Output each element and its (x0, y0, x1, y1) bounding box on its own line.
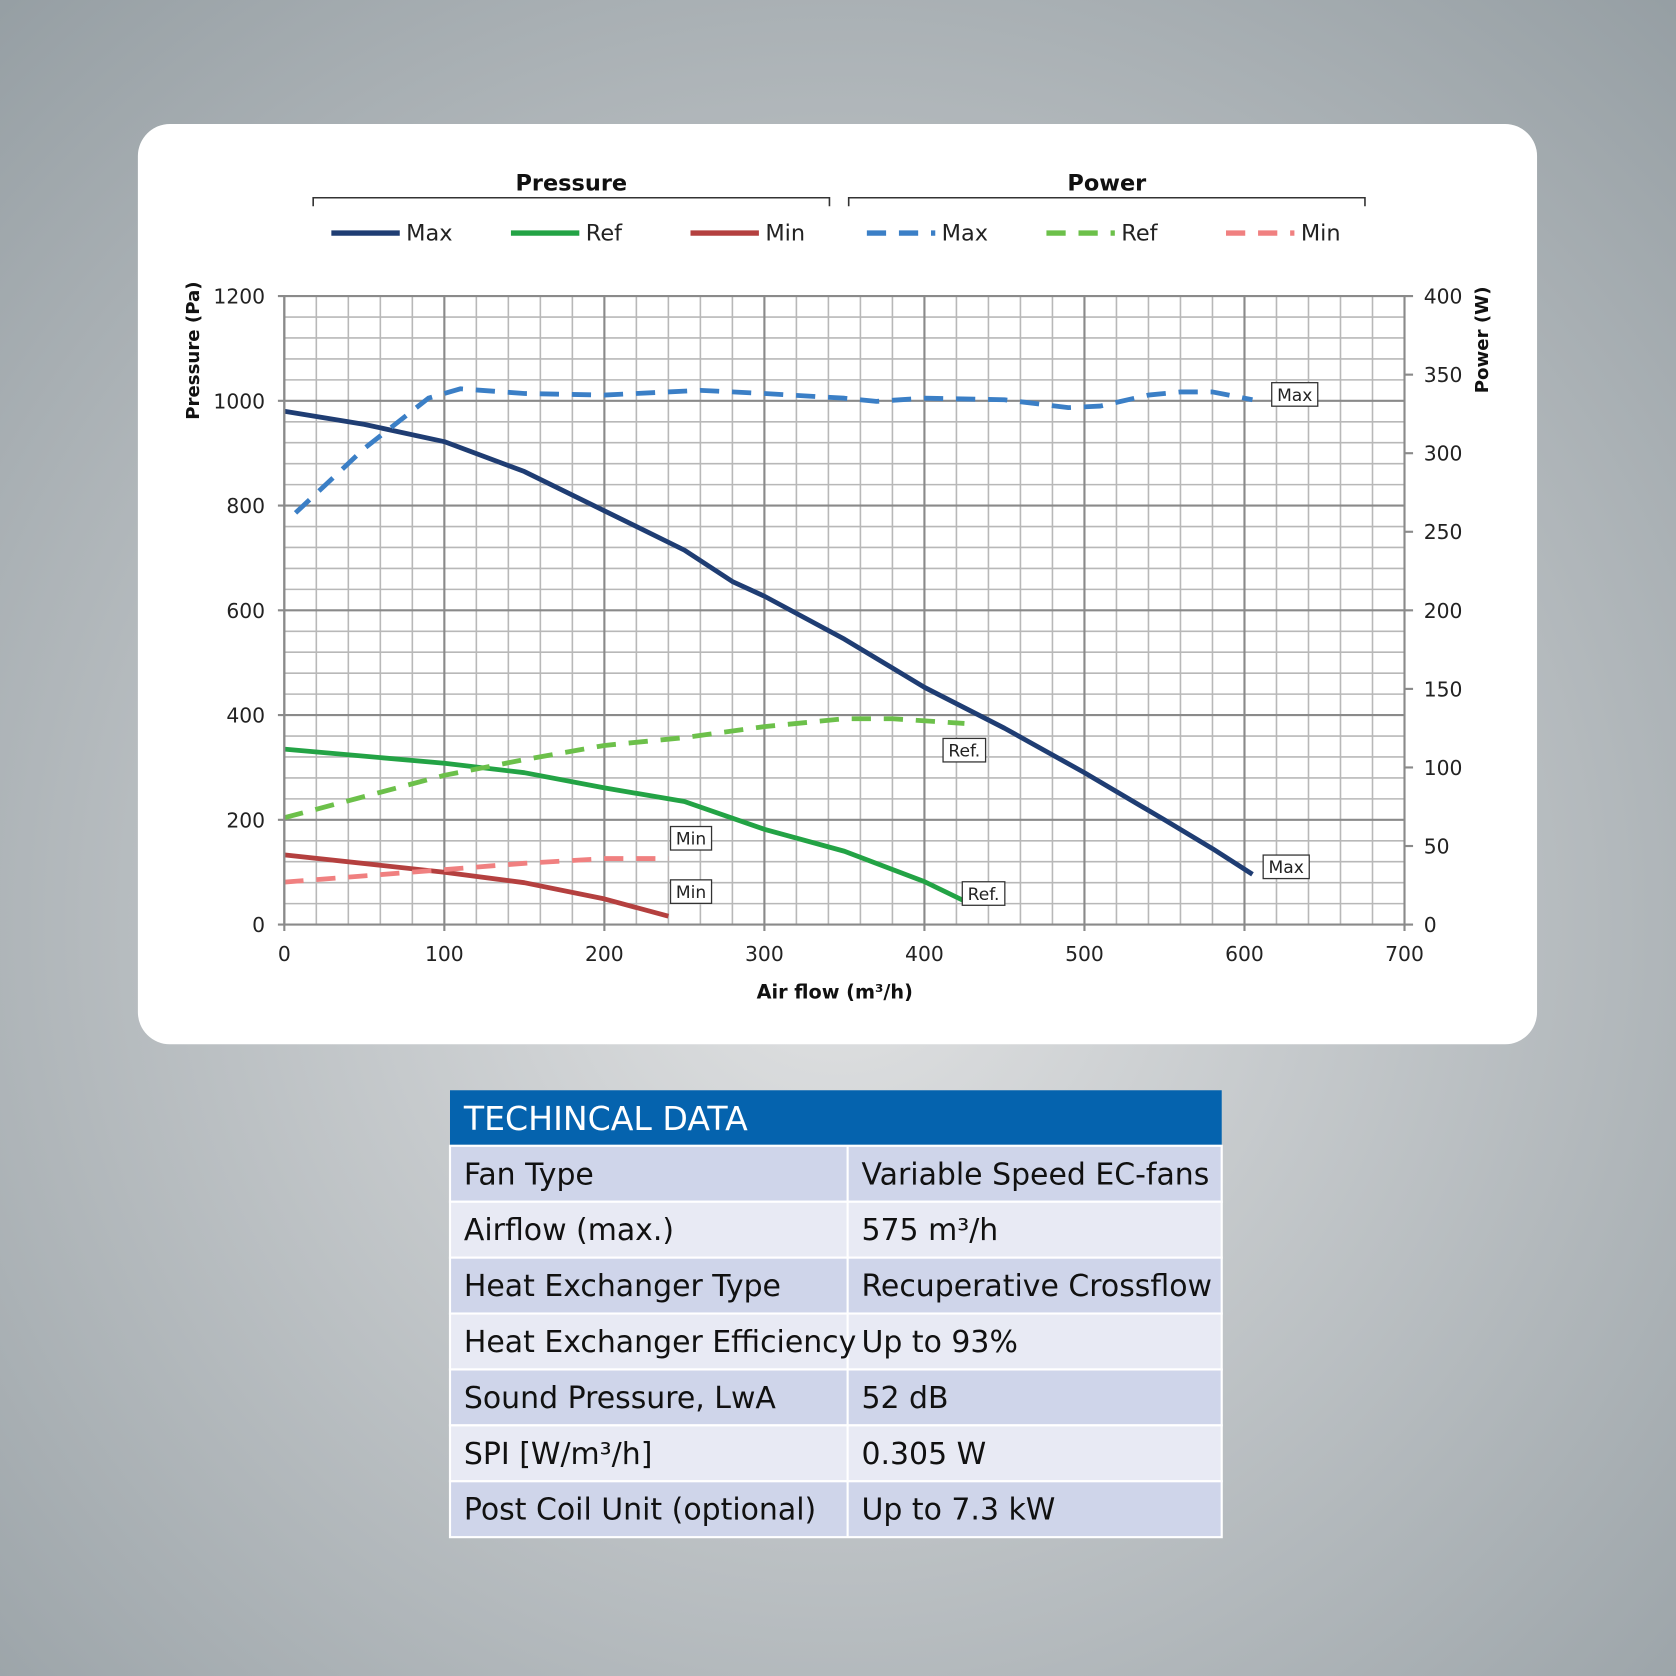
end-label: Max (1269, 858, 1304, 878)
x-tick-label: 500 (1065, 942, 1104, 966)
legend-label: Min (765, 220, 805, 246)
table-cell: 0.305 W (862, 1437, 987, 1472)
y-tick-label: 400 (226, 704, 265, 728)
legend-label: Ref (1121, 220, 1158, 246)
chart: 0 100 200 300 400 500 600 700020040060080010001… (183, 170, 1493, 1003)
x-tick-label: 200 (585, 942, 624, 966)
end-label: Max (1277, 386, 1312, 406)
end-label-box (669, 879, 713, 905)
table-row (448, 1312, 1223, 1371)
table-cell: Airflow (max.) (464, 1213, 674, 1248)
legend-label: Min (1301, 220, 1341, 246)
legend-label: Max (406, 220, 452, 246)
table-cell: 52 dB (862, 1381, 949, 1416)
table-row (448, 1368, 1223, 1427)
table-cell: 575 m³/h (862, 1213, 999, 1248)
table-row (448, 1256, 1223, 1315)
end-label: Ref. (968, 885, 1000, 905)
x-axis-title: Air flow (m³/h) (757, 980, 913, 1003)
y2-tick-label: 300 (1424, 442, 1463, 466)
end-label: Min (676, 883, 706, 903)
table-title: TECHINCAL DATA (463, 1099, 748, 1138)
series-line (284, 856, 669, 885)
table-cell: Up to 93% (862, 1325, 1018, 1360)
end-label: Ref. (948, 742, 980, 762)
table-cell: Post Coil Unit (optional) (464, 1493, 816, 1528)
y2-tick-label: 50 (1424, 834, 1450, 858)
table-cell: Sound Pressure, LwA (464, 1381, 777, 1416)
table-cell: Heat Exchanger Efficiency (464, 1325, 856, 1360)
series-line (283, 408, 1254, 877)
y2-tick-label: 150 (1424, 677, 1463, 701)
end-label-box (942, 737, 987, 763)
table-row (448, 1424, 1223, 1483)
table-row (448, 1480, 1223, 1539)
y-tick-label: 1200 (213, 285, 265, 309)
y2-axis-title: Power (W) (1472, 287, 1493, 394)
y-tick-label: 600 (226, 599, 265, 623)
end-label-box (669, 825, 713, 851)
y-tick-label: 0 (252, 913, 265, 937)
y2-tick-label: 400 (1424, 285, 1463, 309)
x-tick-label: 300 (745, 942, 784, 966)
series-line (284, 852, 670, 919)
legend-group-title: Power (1067, 170, 1146, 196)
end-label-box (1262, 854, 1310, 880)
end-label-box (1271, 382, 1319, 407)
y-tick-label: 1000 (213, 389, 265, 413)
table-cell: SPI [W/m³/h] (464, 1437, 652, 1472)
y2-tick-label: 350 (1424, 363, 1463, 387)
y-tick-label: 200 (226, 808, 265, 832)
table-cell: Recuperative Crossflow (862, 1269, 1212, 1304)
x-tick-label: 700 (1385, 942, 1424, 966)
y2-tick-label: 250 (1424, 520, 1463, 544)
y2-tick-label: 100 (1424, 756, 1463, 780)
table: TECHINCAL DATA Fan Type Variable Speed EC-… (448, 1090, 1223, 1539)
y2-tick-label: 0 (1424, 913, 1437, 937)
legend-bracket (312, 196, 831, 207)
y2-tick-label: 200 (1424, 599, 1463, 623)
table-cell: Variable Speed EC-fans (862, 1157, 1210, 1192)
end-label: Min (676, 830, 706, 850)
series-line (284, 746, 966, 904)
x-tick-label: 0 (278, 942, 291, 966)
legend-bracket (847, 196, 1366, 207)
x-tick-label: 600 (1225, 942, 1264, 966)
table-cell: Up to 7.3 kW (862, 1493, 1056, 1528)
legend-label: Ref (586, 220, 623, 246)
table-cell: Heat Exchanger Type (464, 1269, 781, 1304)
y-tick-label: 800 (226, 494, 265, 518)
series-line (293, 386, 1253, 515)
x-tick-label: 400 (905, 942, 944, 966)
table-cell: Fan Type (464, 1157, 594, 1192)
table-header (449, 1090, 1222, 1145)
end-label-box (961, 881, 1006, 906)
y-axis-title: Pressure (Pa) (183, 281, 204, 419)
x-tick-label: 100 (425, 942, 464, 966)
series-line (283, 716, 965, 821)
chart-card (137, 123, 1538, 1045)
table-row (448, 1200, 1223, 1259)
legend-group-title: Pressure (515, 170, 627, 196)
legend-label: Max (942, 220, 988, 246)
